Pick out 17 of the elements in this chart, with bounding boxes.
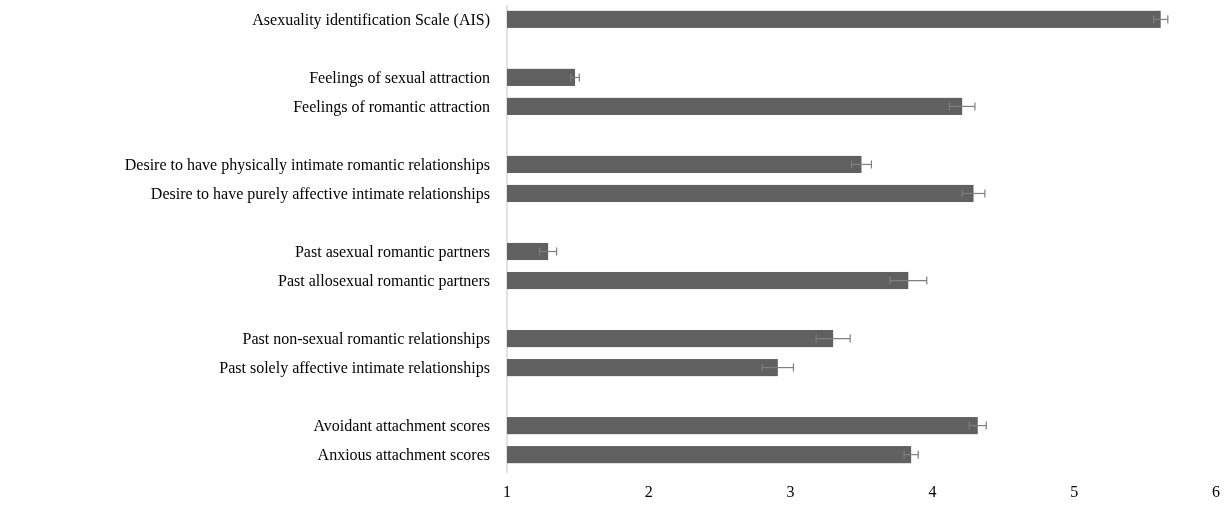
x-tick-label: 3	[786, 483, 795, 500]
y-tick-label: Asexuality identification Scale (AIS)	[252, 10, 490, 29]
y-tick-label: Feelings of sexual attraction	[309, 69, 490, 87]
x-tick-label: 4	[928, 483, 937, 500]
y-tick-label: Past non-sexual romantic relationships	[242, 330, 490, 349]
y-tick-label: Avoidant attachment scores	[313, 417, 490, 435]
x-tick-label: 6	[1212, 483, 1220, 500]
x-tick-label: 5	[1070, 483, 1079, 500]
y-tick-label: Past asexual romantic partners	[294, 243, 490, 262]
x-tick-label: 2	[644, 483, 653, 500]
y-tick-label: Past allosexual romantic partners	[278, 272, 490, 291]
y-tick-label: Desire to have purely affective intimate relationships	[150, 185, 490, 204]
y-tick-label: Past solely affective intimate relationships	[219, 359, 490, 378]
x-tick-label: 1	[503, 483, 511, 500]
y-tick-label: Desire to have physically intimate romantic relationships	[124, 156, 490, 175]
y-tick-label: Feelings of romantic attraction	[293, 98, 490, 117]
y-tick-label: Anxious attachment scores	[317, 446, 490, 464]
